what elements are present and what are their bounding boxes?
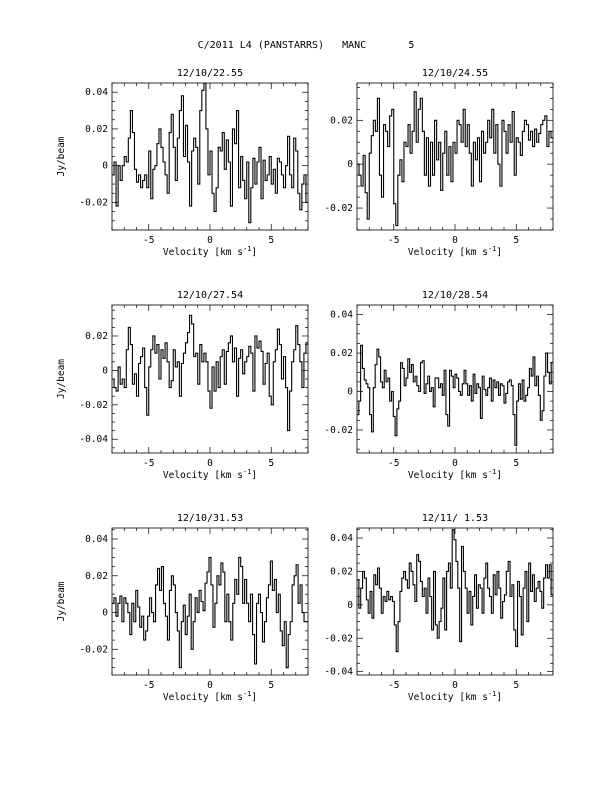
x-tick-label: -5 (388, 680, 399, 691)
y-tick-label: -0.04 (79, 434, 108, 445)
x-tick-label: -5 (388, 458, 399, 469)
spectrum-line (112, 82, 308, 224)
y-tick-label: 0 (102, 161, 108, 172)
plot-frame (356, 82, 554, 231)
chart-title: 12/10/28.54 (422, 290, 488, 301)
y-tick-label: -0.02 (324, 633, 353, 644)
chart-title: 12/10/27.54 (177, 290, 243, 301)
page-title: C/2011 L4 (PANSTARRS) MANC 5 (198, 40, 415, 51)
spectrum-line (357, 91, 553, 227)
x-tick-label: 0 (452, 680, 458, 691)
x-tick-label: 0 (207, 235, 213, 246)
y-tick-label: -0.02 (79, 644, 108, 655)
chart-panel-5: 12/10/31.53 -5 0 5 0.04 0.02 0 -0.02 Velocity [k… (56, 513, 309, 703)
y-tick-label: 0.02 (330, 115, 353, 126)
spectrum-line (112, 314, 308, 432)
x-tick-label: -5 (143, 680, 154, 691)
y-tick-label: 0.02 (330, 348, 353, 359)
y-tick-label: 0 (102, 608, 108, 619)
x-axis-label: Velocity [km s-1] (408, 468, 502, 481)
x-tick-label: -5 (143, 458, 154, 469)
x-tick-label: -5 (388, 235, 399, 246)
panels: 12/10/22.55 -5 0 5 0.04 0.02 0 -0.02 Velocity [k… (56, 68, 554, 703)
chart-panel-3: 12/10/27.54 -5 0 5 0.02 0 -0.02 -0.04 Velocity [… (56, 290, 309, 481)
y-tick-label: -0.02 (79, 197, 108, 208)
y-axis-label: Jy/beam (56, 581, 67, 621)
y-tick-label: 0 (347, 386, 353, 397)
y-tick-label: 0 (347, 159, 353, 170)
chart-title: 12/10/24.55 (422, 68, 488, 79)
chart-panel-1: 12/10/22.55 -5 0 5 0.04 0.02 0 -0.02 Velocity [k… (56, 68, 309, 258)
x-tick-label: -5 (143, 235, 154, 246)
x-axis-label: Velocity [km s-1] (408, 690, 502, 703)
y-tick-label: 0.02 (85, 331, 108, 342)
x-tick-label: 0 (452, 458, 458, 469)
chart-title: 12/10/22.55 (177, 68, 243, 79)
y-tick-label: -0.02 (324, 425, 353, 436)
spectrum-line (112, 556, 308, 669)
x-tick-label: 5 (513, 458, 519, 469)
x-tick-label: 0 (207, 458, 213, 469)
x-tick-label: 5 (513, 680, 519, 691)
chart-title: 12/10/31.53 (177, 513, 243, 524)
chart-title: 12/11/ 1.53 (422, 513, 488, 524)
y-tick-label: 0.02 (85, 571, 108, 582)
x-tick-label: 5 (268, 680, 274, 691)
y-tick-label: 0.04 (85, 534, 108, 545)
plot-frame (111, 304, 309, 454)
spectrum-line (357, 529, 553, 653)
y-axis-label: Jy/beam (56, 359, 67, 399)
x-tick-label: 0 (207, 680, 213, 691)
y-tick-label: 0.04 (330, 310, 353, 321)
x-tick-label: 5 (513, 235, 519, 246)
chart-panel-4: 12/10/28.54 -5 0 5 0.04 0.02 0 -0.02 Velocity [k… (324, 290, 554, 481)
y-tick-label: 0 (102, 365, 108, 376)
y-axis-label: Jy/beam (56, 136, 67, 176)
y-tick-label: -0.02 (79, 400, 108, 411)
spectrum-line (357, 344, 553, 446)
y-tick-label: 0 (347, 600, 353, 611)
y-tick-label: -0.02 (324, 203, 353, 214)
x-tick-label: 5 (268, 235, 274, 246)
x-tick-label: 0 (452, 235, 458, 246)
x-tick-label: 5 (268, 458, 274, 469)
x-axis-label: Velocity [km s-1] (163, 245, 257, 258)
chart-panel-6: 12/11/ 1.53 -5 0 5 0.04 0.02 0 -0.02 -0.04 Veloci… (324, 513, 554, 703)
y-tick-label: 0.04 (330, 533, 353, 544)
x-axis-label: Velocity [km s-1] (408, 245, 502, 258)
y-tick-label: 0.02 (85, 124, 108, 135)
x-axis-label: Velocity [km s-1] (163, 690, 257, 703)
y-tick-label: -0.04 (324, 667, 353, 678)
y-tick-label: 0.04 (85, 87, 108, 98)
y-tick-label: 0.02 (330, 566, 353, 577)
chart-panel-2: 12/10/24.55 -5 0 5 0.02 0 -0.02 Velocity [km s-… (324, 68, 554, 258)
x-axis-label: Velocity [km s-1] (163, 468, 257, 481)
